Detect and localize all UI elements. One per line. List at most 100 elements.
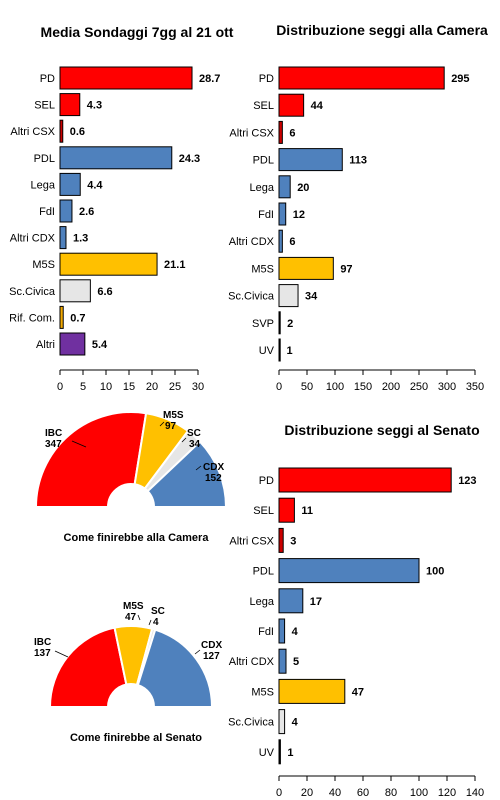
senato-x-tick-label-3: 60 [357, 787, 369, 799]
senato-bar-5 [278, 618, 286, 644]
camera-bar-0 [278, 66, 445, 90]
camera-value-label-7: 97 [340, 263, 352, 275]
sondaggi-x-tick-label-1: 5 [80, 381, 86, 393]
camera-arc-slice-value-1: 97 [165, 421, 177, 432]
senato-category-label-3: PDL [253, 566, 274, 578]
camera-category-label-8: Sc.Civica [228, 291, 275, 303]
senato-bar-2 [278, 527, 284, 553]
senato-arc-leader-0 [54, 650, 69, 658]
camera-bar-4 [278, 175, 291, 199]
sondaggi-category-label-9: Rif. Com. [9, 312, 55, 324]
camera-arc-leader-3 [195, 465, 202, 471]
camera-value-label-6: 6 [289, 236, 295, 248]
sondaggi-value-label-1: 4.3 [87, 100, 102, 112]
camera-arc-slice-name-1: M5S [163, 410, 184, 421]
senato-arc-slice-value-1: 47 [125, 612, 137, 623]
camera-arc-slice-0 [34, 411, 148, 508]
senato-value-label-5: 4 [292, 626, 299, 638]
senato-arc-slice-value-3: 127 [203, 651, 220, 662]
senato-category-label-2: Altri CSX [229, 535, 274, 547]
sondaggi-bar-3 [59, 146, 173, 170]
senato-x-tick-label-6: 120 [438, 787, 456, 799]
senato-bar-8 [278, 709, 286, 735]
camera-arc-slice-value-0: 347 [45, 439, 62, 450]
sondaggi-category-label-10: Altri [36, 339, 55, 351]
senato-arc-caption: Come finirebbe al Senato [70, 732, 202, 744]
senato-value-label-8: 4 [292, 717, 299, 729]
sondaggi-x-tick-label-4: 20 [146, 381, 158, 393]
sondaggi-category-label-3: PDL [34, 153, 55, 165]
sondaggi-x-tick-label-3: 15 [123, 381, 135, 393]
camera-category-label-5: FdI [258, 209, 274, 221]
senato-x-tick-label-2: 40 [329, 787, 341, 799]
sondaggi-category-label-1: SEL [34, 100, 55, 112]
senato-value-label-3: 100 [426, 566, 444, 578]
camera-arc-slice-3 [146, 440, 228, 508]
camera-arc-slice-value-2: 34 [189, 439, 201, 450]
camera-category-label-3: PDL [253, 155, 274, 167]
camera-arc-slice-name-0: IBC [45, 428, 62, 439]
senato-bar-3 [278, 558, 420, 584]
senato-chart-title: Distribuzione seggi al Senato [284, 422, 479, 438]
senato-value-label-2: 3 [290, 535, 296, 547]
sondaggi-bar-9 [59, 305, 64, 329]
senato-value-label-1: 11 [301, 505, 313, 517]
sondaggi-bar-10 [59, 332, 86, 356]
sondaggi-x-tick-label-6: 30 [192, 381, 204, 393]
sondaggi-chart-title: Media Sondaggi 7gg al 21 ott [41, 24, 234, 40]
senato-bar-6 [278, 648, 287, 674]
camera-bar-7 [278, 256, 334, 280]
sondaggi-bar-6 [59, 226, 67, 250]
camera-arc-leader-1 [159, 421, 165, 427]
camera-chart-title: Distribuzione seggi alla Camera [276, 22, 488, 38]
senato-x-tick-label-0: 0 [276, 787, 282, 799]
senato-x-tick-label-7: 140 [466, 787, 484, 799]
senato-arc-slice-name-1: M5S [123, 601, 144, 612]
sondaggi-bar-1 [59, 93, 81, 117]
sondaggi-category-label-4: Lega [31, 179, 56, 191]
camera-category-label-6: Altri CDX [229, 236, 275, 248]
camera-x-tick-label-7: 350 [466, 381, 484, 393]
camera-value-label-4: 20 [297, 182, 309, 194]
senato-x-tick-label-5: 100 [410, 787, 428, 799]
sondaggi-value-label-4: 4.4 [87, 179, 103, 191]
camera-category-label-0: PD [259, 73, 274, 85]
camera-bar-2 [278, 120, 283, 144]
sondaggi-value-label-0: 28.7 [199, 73, 220, 85]
senato-arc-slice-value-0: 137 [34, 648, 51, 659]
sondaggi-value-label-6: 1.3 [73, 233, 88, 245]
camera-value-label-0: 295 [451, 73, 469, 85]
sondaggi-value-label-10: 5.4 [92, 339, 108, 351]
senato-category-label-8: Sc.Civica [228, 717, 275, 729]
camera-value-label-2: 6 [289, 127, 295, 139]
sondaggi-bar-0 [59, 66, 193, 90]
senato-value-label-6: 5 [293, 656, 299, 668]
camera-bar-5 [278, 202, 287, 226]
camera-category-label-4: Lega [250, 182, 275, 194]
senato-arc-slice-name-0: IBC [34, 637, 51, 648]
senato-arc-slice-value-2: 4 [153, 617, 159, 628]
camera-value-label-9: 2 [287, 318, 293, 330]
camera-bar-10 [278, 338, 281, 362]
senato-category-label-6: Altri CDX [229, 656, 275, 668]
senato-value-label-9: 1 [287, 747, 293, 759]
camera-x-tick-label-1: 50 [301, 381, 313, 393]
senato-category-label-4: Lega [250, 596, 275, 608]
senato-category-label-0: PD [259, 475, 274, 487]
camera-bar-6 [278, 229, 283, 253]
sondaggi-value-label-8: 6.6 [97, 286, 112, 298]
senato-arc-slice-name-3: CDX [201, 640, 222, 651]
sondaggi-value-label-5: 2.6 [79, 206, 94, 218]
senato-bar-1 [278, 497, 295, 523]
camera-x-tick-label-2: 100 [326, 381, 344, 393]
sondaggi-category-label-7: M5S [32, 259, 55, 271]
camera-value-label-10: 1 [287, 345, 293, 357]
senato-arc-slice-0 [48, 626, 128, 708]
camera-arc-leader-0 [71, 440, 87, 448]
camera-arc-caption: Come finirebbe alla Camera [64, 532, 210, 544]
camera-category-label-10: UV [259, 345, 275, 357]
senato-arc-leader-1 [137, 614, 141, 621]
senato-value-label-7: 47 [352, 686, 364, 698]
